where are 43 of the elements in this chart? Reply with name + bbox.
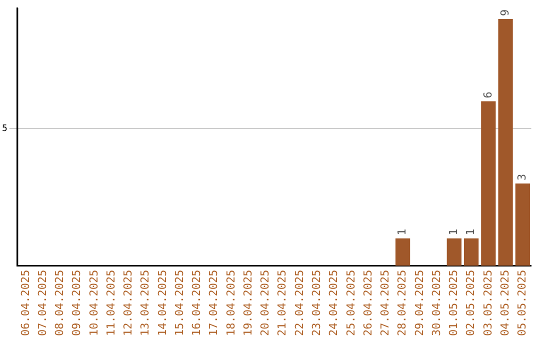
data-label: 1 xyxy=(464,228,478,236)
data-label: 1 xyxy=(396,228,409,236)
x-tick-label: 27.04.2025 xyxy=(378,270,392,336)
x-tick-label: 15.04.2025 xyxy=(172,270,186,336)
data-label: 9 xyxy=(498,9,512,16)
x-tick-label: 23.04.2025 xyxy=(310,270,323,336)
x-tick-label: 01.05.2025 xyxy=(447,270,460,336)
x-tick-label: 18.04.2025 xyxy=(224,270,238,336)
x-tick-label: 14.04.2025 xyxy=(156,270,169,336)
x-tick-label: 12.04.2025 xyxy=(122,270,135,336)
x-tick-label: 28.04.2025 xyxy=(396,270,409,336)
x-tick-label: 19.04.2025 xyxy=(241,270,254,336)
bar xyxy=(395,238,410,266)
x-tick-label: 03.05.2025 xyxy=(481,270,494,336)
x-tick-label: 26.04.2025 xyxy=(361,270,374,336)
x-tick-label: 07.04.2025 xyxy=(36,270,49,336)
data-label: 3 xyxy=(516,174,529,181)
x-tick-label: 21.04.2025 xyxy=(276,270,289,336)
x-tick-label: 16.04.2025 xyxy=(190,270,204,336)
x-tick-label: 22.04.2025 xyxy=(292,270,306,336)
x-tick-label: 08.04.2025 xyxy=(53,270,66,336)
x-tick-label: 10.04.2025 xyxy=(87,270,100,336)
x-tick-label: 24.04.2025 xyxy=(327,270,340,336)
x-tick-label: 05.05.2025 xyxy=(516,270,529,336)
x-tick-label: 06.04.2025 xyxy=(18,270,32,336)
x-tick-label: 04.05.2025 xyxy=(498,270,512,336)
x-tick-label: 29.04.2025 xyxy=(412,270,426,336)
x-tick-label: 20.04.2025 xyxy=(258,270,272,336)
data-label: 6 xyxy=(481,92,494,98)
x-tick-label: 11.04.2025 xyxy=(104,270,118,336)
bar xyxy=(464,238,479,266)
x-tick-label: 17.04.2025 xyxy=(207,270,220,336)
y-tick-label: 5 xyxy=(2,124,8,134)
bar xyxy=(481,101,496,266)
x-tick-label: 09.04.2025 xyxy=(70,270,84,336)
x-tick-label: 30.04.2025 xyxy=(430,270,443,336)
bar xyxy=(515,184,530,266)
x-tick-label: 02.05.2025 xyxy=(464,270,478,336)
x-tick-label: 25.04.2025 xyxy=(344,270,358,336)
bar xyxy=(446,238,462,266)
x-tick-label: 13.04.2025 xyxy=(138,270,152,336)
data-label: 1 xyxy=(447,228,460,236)
bar xyxy=(498,18,513,266)
